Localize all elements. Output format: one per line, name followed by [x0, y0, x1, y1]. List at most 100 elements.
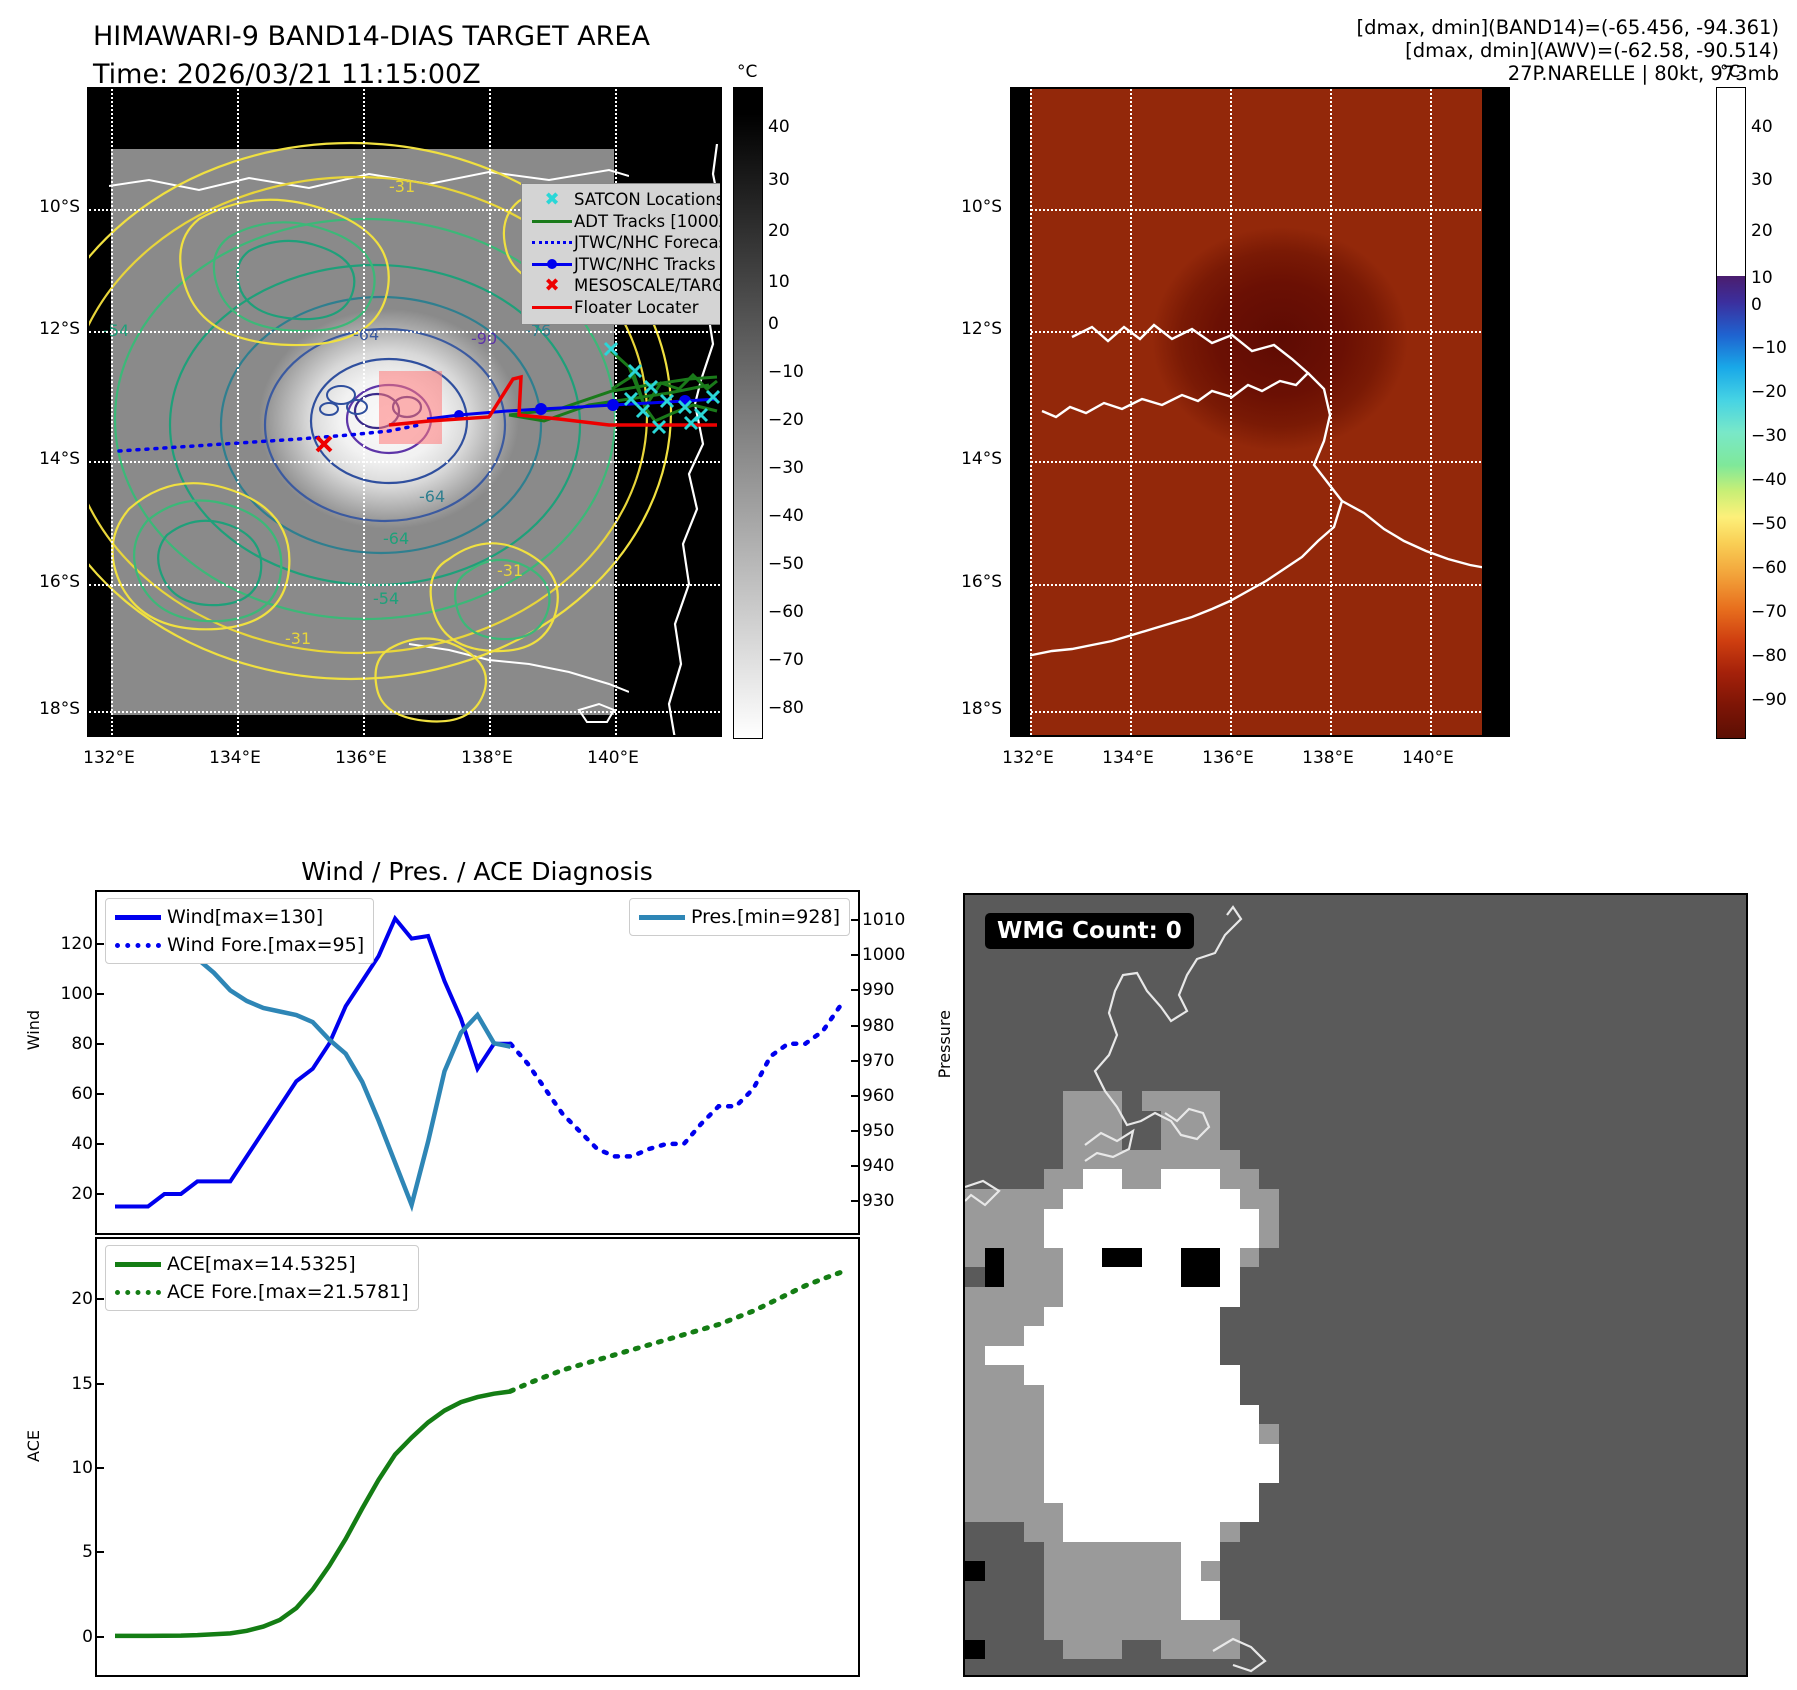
wmg-cell [1220, 1502, 1241, 1523]
wmg-cell [1573, 1502, 1594, 1523]
ace-chart[interactable]: ACE[max=14.5325] ACE Fore.[max=21.5781] [95, 1237, 860, 1677]
gridline-lat-14S [1012, 461, 1508, 463]
wmg-cell [1377, 953, 1398, 974]
ir-satellite-panel[interactable]: -90 -76 -64 -64 -64 -54 -54 -31 -31 -31 [87, 87, 722, 737]
wmg-cell [1298, 1287, 1319, 1308]
wmg-cell [1220, 1247, 1241, 1268]
wmg-cell [1691, 1012, 1712, 1033]
wmg-cell [1063, 1208, 1084, 1229]
wmg-cell [1141, 1130, 1162, 1151]
wmg-cell [1553, 1365, 1574, 1386]
legend-item-adt: ADT Tracks [1000Z 77.0 975.6] [530, 211, 720, 233]
wmg-cell [1416, 1287, 1437, 1308]
wmg-cell [1553, 1189, 1574, 1210]
awv-satellite-panel[interactable] [1010, 87, 1510, 737]
wmg-cell [1200, 1228, 1221, 1249]
wmg-cell [1337, 1189, 1359, 1210]
wmg-cell [1063, 1032, 1084, 1053]
wmg-cell [1436, 1424, 1457, 1445]
wmg-cell [1436, 1130, 1457, 1151]
wmg-cell [1396, 1228, 1417, 1249]
wmg-cell [1043, 1130, 1064, 1151]
wmg-cell [1553, 1385, 1574, 1406]
wmg-cell [1357, 1012, 1378, 1033]
wmg-cell [1122, 1149, 1143, 1170]
track-overlays[interactable] [89, 89, 722, 737]
wmg-cell [1494, 1110, 1516, 1131]
wmg-cell [1416, 1463, 1437, 1484]
awv-lon-136E: 136°E [1202, 748, 1254, 768]
wmg-cell [1710, 1208, 1731, 1229]
wmg-cell [1259, 895, 1280, 916]
wmg-cell [1141, 1267, 1162, 1288]
ir-cb-tick: −40 [768, 506, 804, 526]
wmg-cell [1259, 1287, 1280, 1308]
wmg-cell [1220, 1071, 1241, 1092]
wmg-cell [1436, 973, 1457, 994]
wmg-cell [1573, 1306, 1594, 1327]
wmg-cell [1534, 973, 1555, 994]
wmg-cell [1200, 1130, 1221, 1151]
wind-pressure-chart[interactable]: Wind[max=130] Wind Fore.[max=95] Pres.[m… [95, 890, 860, 1235]
wmg-cell [1200, 1443, 1221, 1464]
wmg-cell [1691, 1502, 1712, 1523]
ace-legend: ACE[max=14.5325] ACE Fore.[max=21.5781] [105, 1245, 419, 1311]
wmg-cell [1161, 1463, 1182, 1484]
wmg-cell [1534, 1385, 1555, 1406]
wmg-cell [1161, 1502, 1182, 1523]
axis-tick: 930 [862, 1191, 895, 1212]
wmg-cell [1632, 1424, 1653, 1445]
wmg-cell [1180, 1267, 1202, 1288]
wmg-cell [1122, 1228, 1143, 1249]
wmg-cell [1396, 1247, 1417, 1268]
wmg-cell [1161, 1345, 1182, 1366]
ir-lon-140E: 140°E [587, 748, 639, 768]
wmg-cell [1612, 1365, 1633, 1386]
wmg-cell [1279, 1424, 1300, 1445]
wmg-cell [1004, 1345, 1025, 1366]
wmg-cell [1436, 1267, 1457, 1288]
wmg-cell [1357, 1110, 1378, 1131]
wmg-cell [1573, 1228, 1594, 1249]
wmg-cell [1357, 1130, 1378, 1151]
wmg-cell [1298, 1326, 1319, 1347]
wmg-cell [1494, 934, 1516, 955]
wmg-cell [1573, 895, 1594, 916]
wmg-cell [1200, 973, 1221, 994]
wmg-cell [1043, 1365, 1064, 1386]
wmg-cell [1573, 1130, 1594, 1151]
wmg-cell [1691, 993, 1712, 1014]
ir-cb-tick: −10 [768, 362, 804, 382]
wmg-cell [965, 1502, 986, 1523]
wmg-cell [1436, 1365, 1457, 1386]
wmg-cell [1279, 1463, 1300, 1484]
wmg-cell [1593, 1267, 1614, 1288]
axis-tick: 940 [862, 1156, 895, 1177]
wmg-cell [1200, 1306, 1221, 1327]
wmg-cell [984, 1149, 1005, 1170]
wmg-cell [1279, 1228, 1300, 1249]
wmg-cell [1377, 1365, 1398, 1386]
wmg-cell [1436, 1306, 1457, 1327]
wmg-cell [1004, 993, 1025, 1014]
wmg-cell [1553, 1326, 1574, 1347]
wmg-cell [1318, 1463, 1339, 1484]
wmg-cell [1651, 1326, 1673, 1347]
wmg-cell [1102, 1463, 1123, 1484]
nodata-bottom [89, 715, 720, 735]
wmg-panel[interactable]: WMG Count: 0 [963, 893, 1748, 1677]
wmg-cell [1612, 1424, 1633, 1445]
wmg-cell [1632, 1365, 1653, 1386]
wmg-cell [1082, 1463, 1103, 1484]
awv-nodata-left [1012, 89, 1030, 735]
wmg-cell [1396, 1071, 1417, 1092]
wmg-cell [1220, 914, 1241, 935]
axis-tick-mark [851, 1024, 860, 1027]
wmg-cell [1691, 1208, 1712, 1229]
wmg-cell [1082, 1247, 1103, 1268]
wmg-cell [1298, 993, 1319, 1014]
wmg-cell [1377, 1404, 1398, 1425]
wmg-cell [984, 1051, 1005, 1072]
wmg-cell [1475, 914, 1496, 935]
axis-tick-mark [95, 1192, 104, 1195]
